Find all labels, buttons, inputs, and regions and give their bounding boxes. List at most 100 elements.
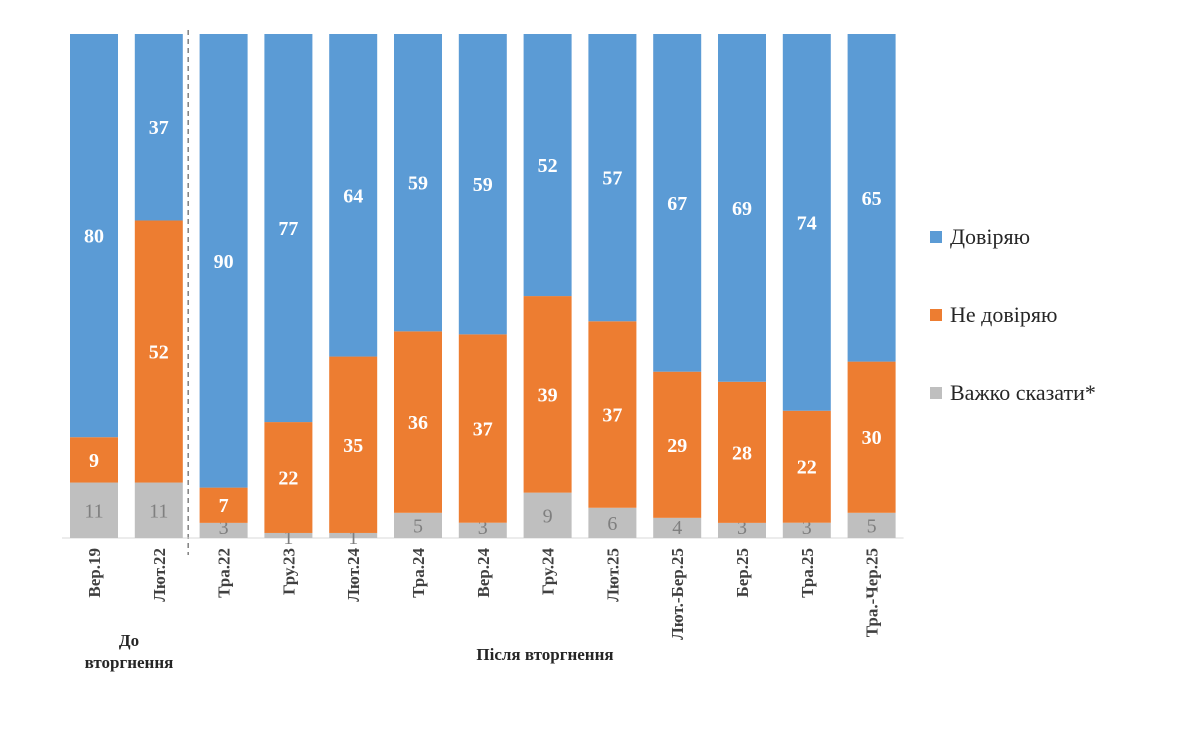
data-label-trust-4: 64 (343, 185, 363, 207)
data-label-hard-to-say-7: 9 (543, 505, 553, 527)
data-label-trust-7: 52 (538, 155, 558, 177)
category-label-7: Гру.24 (539, 548, 558, 596)
bar-distrust-4 (329, 356, 378, 533)
legend-label-trust: Довіряю (950, 224, 1031, 249)
bar-hard-to-say-12 (847, 512, 896, 538)
category-label-12: Тра.-Чер.25 (863, 548, 882, 637)
data-label-hard-to-say-4: 1 (348, 527, 358, 549)
group-label-before: До вторгнення (66, 630, 192, 674)
bar-hard-to-say-3 (264, 532, 313, 538)
bar-distrust-3 (264, 422, 313, 533)
data-label-distrust-1: 52 (149, 342, 169, 364)
legend-swatch-trust (930, 231, 942, 243)
bar-trust-6 (458, 34, 507, 335)
bar-distrust-2 (199, 487, 248, 523)
data-label-distrust-9: 29 (667, 435, 687, 457)
data-label-trust-11: 74 (797, 212, 817, 234)
data-label-hard-to-say-8: 6 (607, 513, 617, 535)
data-label-hard-to-say-12: 5 (867, 515, 877, 537)
bar-hard-to-say-2 (199, 522, 248, 538)
legend-swatch-distrust (930, 309, 942, 321)
data-label-trust-9: 67 (667, 193, 687, 215)
bar-trust-3 (264, 34, 313, 423)
group-label-before-line1: До (118, 631, 140, 650)
data-label-distrust-10: 28 (732, 442, 752, 464)
bar-trust-4 (329, 34, 378, 357)
data-label-distrust-4: 35 (343, 435, 363, 457)
bar-trust-10 (718, 34, 766, 382)
bar-distrust-5 (394, 331, 442, 513)
legend-item-distrust: Не довіряю (930, 276, 1096, 354)
category-label-3: Гру.23 (279, 548, 298, 595)
bar-trust-1 (134, 34, 183, 221)
category-label-9: Лют.-Бер.25 (668, 548, 687, 640)
data-label-hard-to-say-3: 1 (283, 527, 293, 549)
bar-trust-8 (588, 34, 637, 322)
bar-trust-2 (199, 34, 248, 488)
bar-trust-0 (70, 34, 118, 438)
bar-trust-12 (847, 34, 896, 362)
category-label-0: Вер.19 (85, 548, 104, 598)
data-label-distrust-7: 39 (538, 384, 558, 406)
bar-hard-to-say-1 (134, 482, 183, 538)
category-label-6: Вер.24 (474, 548, 493, 598)
data-label-distrust-3: 22 (278, 468, 298, 490)
bar-trust-7 (523, 34, 572, 297)
data-label-hard-to-say-1: 11 (149, 500, 168, 522)
bar-distrust-6 (458, 334, 507, 523)
category-label-4: Лют.24 (344, 548, 363, 602)
bar-hard-to-say-4 (329, 532, 378, 538)
bar-distrust-11 (782, 410, 831, 523)
bar-hard-to-say-5 (394, 512, 442, 538)
bar-hard-to-say-8 (588, 507, 637, 538)
bar-trust-9 (653, 34, 702, 372)
legend-item-hard-to-say: Важко сказати* (930, 354, 1096, 432)
category-label-11: Тра.25 (798, 548, 817, 598)
data-label-distrust-0: 9 (89, 450, 99, 472)
data-label-trust-12: 65 (862, 188, 882, 210)
bar-distrust-1 (134, 220, 183, 483)
bar-distrust-7 (523, 296, 572, 493)
data-label-hard-to-say-5: 5 (413, 515, 423, 537)
data-label-hard-to-say-6: 3 (478, 517, 488, 539)
bar-distrust-8 (588, 321, 637, 508)
data-label-distrust-11: 22 (797, 457, 817, 479)
data-label-distrust-5: 36 (408, 412, 428, 434)
legend-swatch-hard-to-say (930, 387, 942, 399)
group-label-after: Після вторгнення (440, 645, 650, 665)
data-label-trust-0: 80 (84, 226, 104, 248)
legend-item-trust: Довіряю (930, 198, 1096, 276)
data-label-trust-5: 59 (408, 173, 428, 195)
data-label-distrust-8: 37 (602, 405, 622, 427)
bar-distrust-0 (70, 437, 118, 483)
group-label-after-text: Після вторгнення (476, 645, 614, 664)
bar-trust-5 (394, 34, 442, 332)
data-label-trust-10: 69 (732, 198, 752, 220)
data-label-hard-to-say-2: 3 (219, 517, 229, 539)
data-label-hard-to-say-11: 3 (802, 517, 812, 539)
bar-distrust-10 (718, 381, 766, 523)
bar-distrust-12 (847, 361, 896, 513)
legend: Довіряю Не довіряю Важко сказати* (930, 198, 1096, 432)
data-label-distrust-12: 30 (862, 427, 882, 449)
bar-hard-to-say-9 (653, 517, 702, 538)
data-label-distrust-6: 37 (473, 419, 493, 441)
bar-hard-to-say-0 (70, 482, 118, 538)
group-label-before-line2: вторгнення (84, 653, 174, 672)
legend-label-distrust: Не довіряю (950, 302, 1058, 327)
bar-hard-to-say-6 (458, 522, 507, 538)
data-label-distrust-2: 7 (219, 495, 229, 517)
bar-hard-to-say-7 (523, 492, 572, 538)
data-label-hard-to-say-10: 3 (737, 517, 747, 539)
category-label-2: Тра.22 (215, 548, 234, 598)
data-label-trust-1: 37 (149, 117, 169, 139)
data-label-trust-6: 59 (473, 174, 493, 196)
bar-hard-to-say-10 (718, 522, 766, 538)
category-label-10: Бер.25 (733, 548, 752, 598)
data-label-hard-to-say-0: 11 (84, 500, 103, 522)
data-label-trust-8: 57 (602, 168, 622, 190)
category-label-1: Лют.22 (150, 548, 169, 602)
data-label-trust-2: 90 (214, 251, 234, 273)
category-label-8: Лют.25 (603, 548, 622, 602)
